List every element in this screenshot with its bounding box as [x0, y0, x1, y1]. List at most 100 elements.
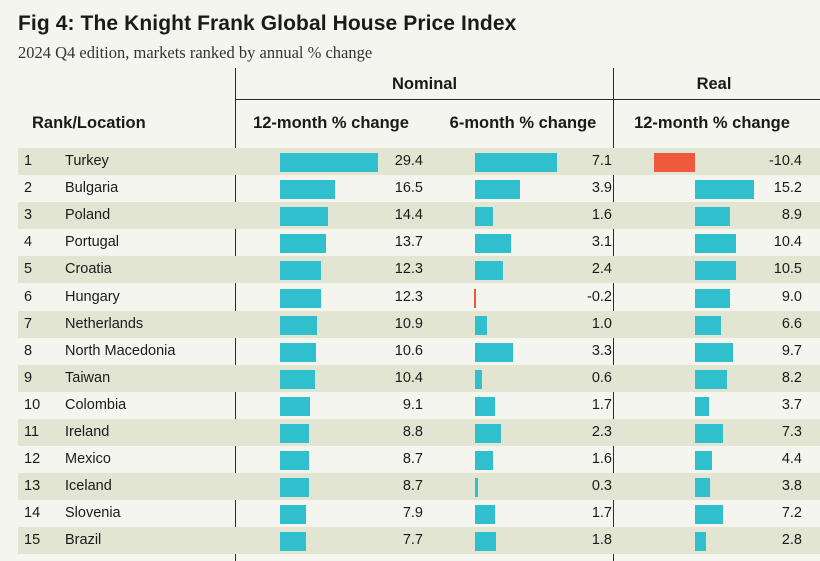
value-real-12m: 4.4 [781, 451, 802, 468]
value-nominal-12m: 10.9 [394, 315, 423, 332]
bar-real-12m [695, 315, 721, 335]
rank-cell: 3 [24, 207, 33, 224]
location-cell: Slovenia [65, 505, 121, 522]
bar-real-12m [695, 180, 755, 200]
bar-nominal-6m [475, 261, 503, 281]
value-nominal-12m: 7.9 [402, 505, 423, 522]
value-nominal-6m: 1.6 [591, 207, 612, 224]
header-nominal-6m: 6-month % change [449, 114, 597, 132]
rank-cell: 2 [24, 180, 33, 197]
bar-nominal-6m [475, 424, 502, 443]
bar-real-12m [695, 234, 736, 254]
bar-nominal-6m [475, 234, 511, 254]
value-nominal-6m: 1.7 [591, 396, 612, 413]
chart-title: Fig 4: The Knight Frank Global House Pri… [18, 12, 517, 35]
table-row: 1 Turkey 29.4 7.1 -10.4 [18, 148, 820, 175]
bar-nominal-6m [475, 478, 479, 498]
bar-nominal-12m [280, 451, 310, 471]
rank-cell: 8 [24, 342, 33, 359]
value-real-12m: 8.2 [781, 369, 802, 386]
value-nominal-6m: 1.0 [591, 315, 612, 332]
value-nominal-12m: 12.3 [394, 288, 423, 305]
bar-nominal-6m [475, 180, 520, 200]
table-row: 3 Poland 14.4 1.6 8.9 [18, 202, 820, 230]
table-row: 5 Croatia 12.3 2.4 10.5 [18, 256, 820, 284]
value-nominal-12m: 14.4 [394, 207, 423, 224]
chart-subtitle: 2024 Q4 edition, markets ranked by annua… [18, 43, 373, 62]
table-row: 8 North Macedonia 10.6 3.3 9.7 [18, 338, 820, 365]
value-nominal-12m: 7.7 [402, 532, 423, 549]
value-real-12m: 9.0 [781, 288, 802, 305]
bar-real-12m [695, 451, 713, 471]
location-cell: Ireland [65, 424, 110, 440]
table-row: 12 Mexico 8.7 1.6 4.4 [18, 446, 820, 473]
bar-nominal-12m [280, 396, 311, 416]
value-nominal-12m: 10.4 [394, 369, 423, 386]
value-nominal-6m: 3.9 [591, 180, 612, 197]
value-real-12m: 8.9 [781, 207, 802, 224]
header-real-12m: 12-month % change [634, 114, 790, 132]
value-nominal-12m: 16.5 [394, 180, 423, 197]
value-real-12m: 3.7 [781, 396, 802, 413]
rank-cell: 12 [24, 451, 41, 468]
value-nominal-6m: 3.1 [591, 234, 612, 251]
bar-real-12m [695, 478, 710, 498]
table-row: 9 Taiwan 10.4 0.6 8.2 [18, 364, 820, 392]
header-nominal-rule [236, 99, 613, 100]
table-row: 2 Bulgaria 16.5 3.9 15.2 [18, 175, 820, 202]
bar-real-12m [695, 207, 730, 227]
value-nominal-12m: 9.1 [402, 396, 423, 413]
bar-nominal-12m [280, 180, 336, 200]
bar-nominal-6m [475, 396, 495, 416]
location-cell: Iceland [65, 478, 112, 495]
value-real-12m: 15.2 [773, 180, 802, 197]
value-real-12m: 10.4 [773, 234, 802, 251]
rank-cell: 10 [24, 396, 41, 413]
value-nominal-6m: 1.8 [591, 532, 612, 549]
bar-nominal-12m [280, 505, 307, 525]
bar-nominal-12m [280, 342, 316, 362]
bar-nominal-6m [475, 315, 487, 335]
bar-nominal-12m [280, 315, 317, 335]
value-real-12m: 6.6 [781, 315, 802, 332]
value-real-12m: 7.3 [781, 424, 802, 440]
header-nominal-12m: 12-month % change [253, 114, 409, 132]
value-real-12m: 3.8 [781, 478, 802, 495]
location-cell: Poland [65, 207, 111, 224]
table-row: 10 Colombia 9.1 1.7 3.7 [18, 392, 820, 419]
bar-nominal-12m [280, 288, 322, 308]
location-cell: Croatia [65, 261, 112, 278]
bar-nominal-6m [475, 451, 494, 471]
bar-nominal-12m [280, 369, 315, 389]
table-row: 6 Hungary 12.3 -0.2 9.0 [18, 284, 820, 311]
value-nominal-6m: 0.6 [591, 369, 612, 386]
value-nominal-6m: 0.3 [591, 478, 612, 495]
header-rank-location: Rank/Location [32, 114, 146, 132]
value-nominal-6m: 1.7 [591, 505, 612, 522]
bar-nominal-6m [475, 532, 496, 552]
table-row: 4 Portugal 13.7 3.1 10.4 [18, 229, 820, 256]
location-cell: Mexico [65, 451, 111, 468]
bar-real-12m [695, 424, 724, 443]
location-cell: Hungary [65, 288, 120, 305]
table-row: 11 Ireland 8.8 2.3 7.3 [18, 419, 820, 446]
value-nominal-12m: 8.8 [402, 424, 423, 440]
value-nominal-6m: 7.1 [591, 153, 612, 169]
rank-cell: 9 [24, 369, 33, 386]
table-row: 14 Slovenia 7.9 1.7 7.2 [18, 500, 820, 527]
value-nominal-6m: 1.6 [591, 451, 612, 468]
location-cell: North Macedonia [65, 342, 176, 359]
table-row: 7 Netherlands 10.9 1.0 6.6 [18, 310, 820, 338]
value-nominal-6m: 3.3 [591, 342, 612, 359]
value-real-12m: 9.7 [781, 342, 802, 359]
value-nominal-6m: 2.3 [591, 424, 612, 440]
value-nominal-12m: 13.7 [394, 234, 423, 251]
value-real-12m: 7.2 [781, 505, 802, 522]
bar-nominal-6m [475, 342, 513, 362]
bar-real-12m [695, 342, 733, 362]
bar-nominal-6m [475, 153, 557, 172]
location-cell: Netherlands [65, 315, 144, 332]
bar-real-12m [695, 532, 706, 552]
bar-nominal-6m [475, 505, 495, 525]
location-cell: Brazil [65, 532, 102, 549]
